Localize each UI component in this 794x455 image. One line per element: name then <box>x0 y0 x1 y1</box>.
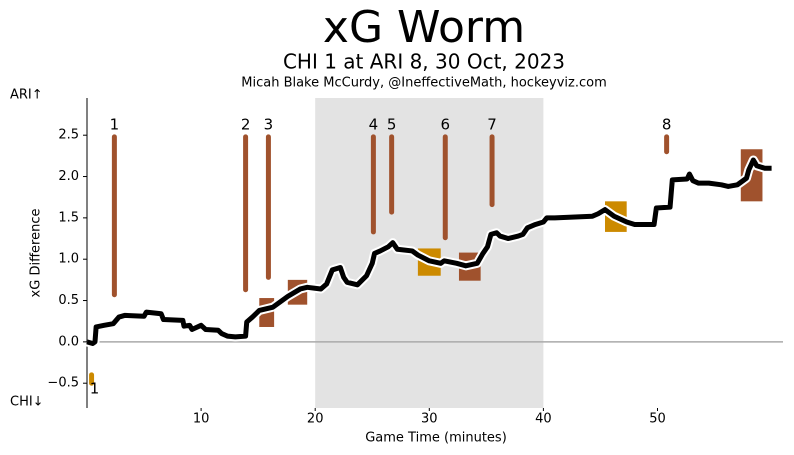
y-tick-label: 1.5 <box>58 210 79 225</box>
credit: Micah Blake McCurdy, @IneffectiveMath, h… <box>241 76 607 91</box>
goal-label: 3 <box>264 115 274 133</box>
top-label: ARI↑ <box>10 88 43 103</box>
goal-label: 5 <box>387 115 397 133</box>
chart-title: xG Worm <box>323 2 525 53</box>
x-tick-label: 10 <box>193 412 210 427</box>
goal-label: 1 <box>110 115 120 133</box>
bottom-label: CHI↓ <box>10 395 44 410</box>
y-tick-label: −0.5 <box>47 376 79 391</box>
goal-label: 7 <box>487 115 497 133</box>
y-tick-label: 1.0 <box>58 252 79 267</box>
x-tick-label: 40 <box>535 412 552 427</box>
goal-label: 4 <box>369 115 379 133</box>
y-axis-label: xG Difference <box>29 209 44 298</box>
y-tick-label: 0.0 <box>58 334 79 349</box>
y-tick-label: 0.5 <box>58 293 79 308</box>
x-axis-label: Game Time (minutes) <box>365 431 507 446</box>
y-tick-label: 2.5 <box>58 128 79 143</box>
goal-label: 8 <box>662 115 672 133</box>
goal-label: 1 <box>90 380 100 398</box>
chart-subtitle: CHI 1 at ARI 8, 30 Oct, 2023 <box>283 50 565 74</box>
x-tick-label: 50 <box>649 412 666 427</box>
worm <box>86 157 772 347</box>
x-tick-label: 20 <box>307 412 324 427</box>
goal-label: 2 <box>241 115 251 133</box>
x-tick-label: 30 <box>421 412 438 427</box>
y-tick-label: 2.0 <box>58 169 79 184</box>
goal-label: 6 <box>440 115 450 133</box>
